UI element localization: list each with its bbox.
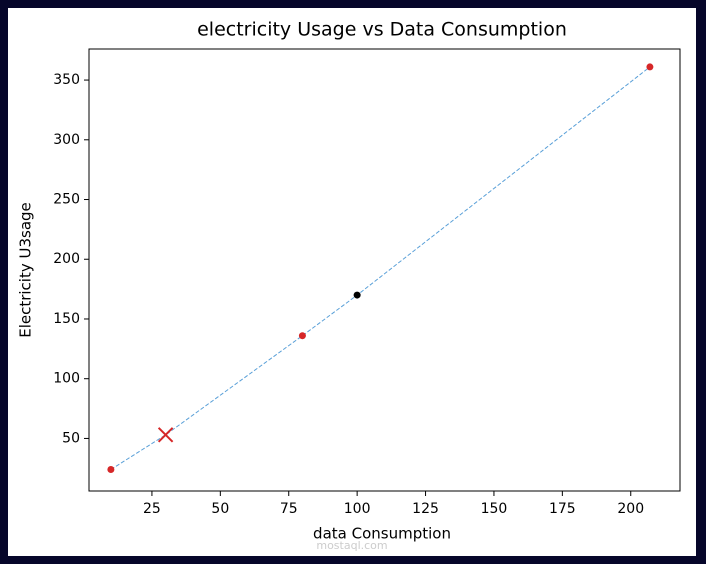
panel [8, 8, 696, 556]
series-line [110, 66, 651, 470]
x-tick-label: 125 [412, 501, 439, 517]
chart-title: electricity Usage vs Data Consumption [197, 19, 567, 41]
watermark: mostaql.com [316, 539, 387, 552]
x-tick-label: 150 [481, 501, 508, 517]
x-tick-label: 200 [617, 501, 644, 517]
x-tick-label: 175 [549, 501, 576, 517]
y-tick-label: 100 [53, 371, 80, 387]
x-tick-label: 50 [211, 501, 229, 517]
y-tick-label: 150 [53, 311, 80, 327]
x-tick-label: 25 [143, 501, 161, 517]
x-tick-label: 75 [280, 501, 298, 517]
point-marker [646, 63, 654, 71]
y-tick-label: 50 [62, 430, 80, 446]
x-axis-label: data Consumption [313, 525, 451, 543]
y-tick-label: 350 [53, 72, 80, 88]
y-axis-label: Electricity U3sage [17, 202, 35, 338]
axes-frame [88, 48, 681, 492]
point-marker [298, 332, 306, 340]
y-tick-label: 250 [53, 192, 80, 208]
point-marker [353, 291, 361, 299]
x-tick-label: 100 [344, 501, 371, 517]
point-marker [107, 465, 115, 473]
point-marker [157, 427, 174, 443]
y-tick-label: 200 [53, 251, 80, 267]
y-tick-label: 300 [53, 132, 80, 148]
